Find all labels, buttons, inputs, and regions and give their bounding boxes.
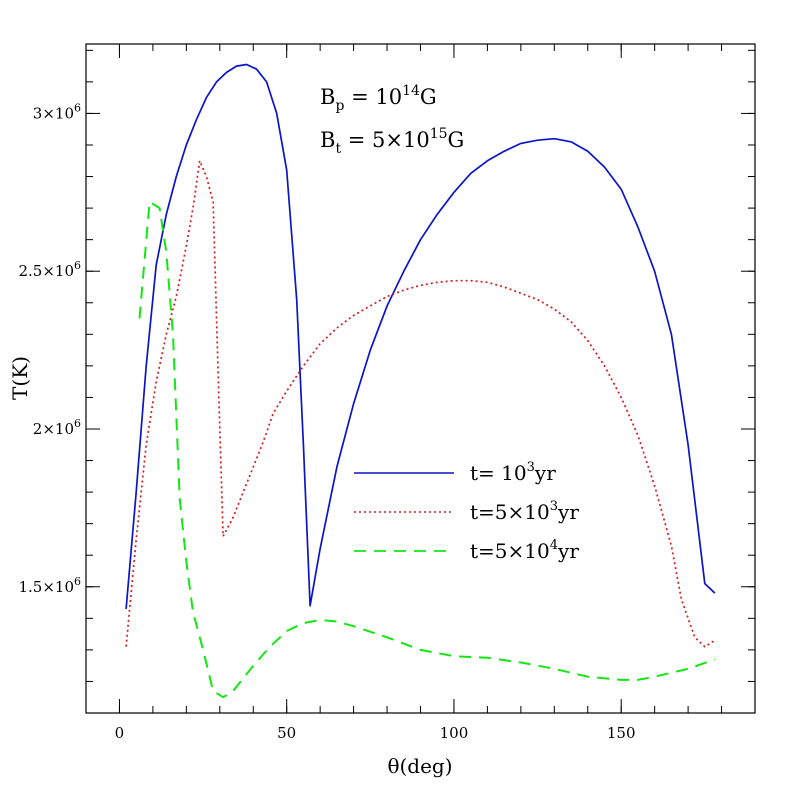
y-axis-label: T(K) xyxy=(8,356,32,400)
series-line-t5e4 xyxy=(138,200,716,699)
legend-label-t5e3: t=5×103yr xyxy=(470,499,579,524)
y-tick-label: 2×106 xyxy=(33,417,81,438)
y-tick-labels: 1.5×106 2×106 2.5×106 3×106 xyxy=(18,101,81,595)
x-tick-label: 100 xyxy=(440,724,469,742)
series-line-t5e3 xyxy=(125,159,716,648)
axis-ticks xyxy=(86,44,755,713)
x-axis-label: θ(deg) xyxy=(387,754,452,778)
x-tick-label: 0 xyxy=(115,724,125,742)
annotation-bp: Bp = 1014G xyxy=(320,83,437,114)
legend-label-t5e4: t=5×104yr xyxy=(470,538,579,563)
annotation-bt: Bt = 5×1015G xyxy=(320,126,464,157)
legend-label-t1e3: t= 103yr xyxy=(470,460,556,485)
y-tick-label: 3×106 xyxy=(33,101,81,122)
x-tick-labels: 0 50 100 150 xyxy=(115,724,636,742)
legend: t= 103yr t=5×103yr t=5×104yr xyxy=(354,460,579,563)
series-line-t1e3 xyxy=(125,63,716,609)
y-tick-label: 1.5×106 xyxy=(18,575,81,596)
x-tick-label: 50 xyxy=(277,724,296,742)
series-lines xyxy=(125,63,716,699)
x-tick-label: 150 xyxy=(607,724,636,742)
y-tick-label: 2.5×106 xyxy=(18,259,81,280)
